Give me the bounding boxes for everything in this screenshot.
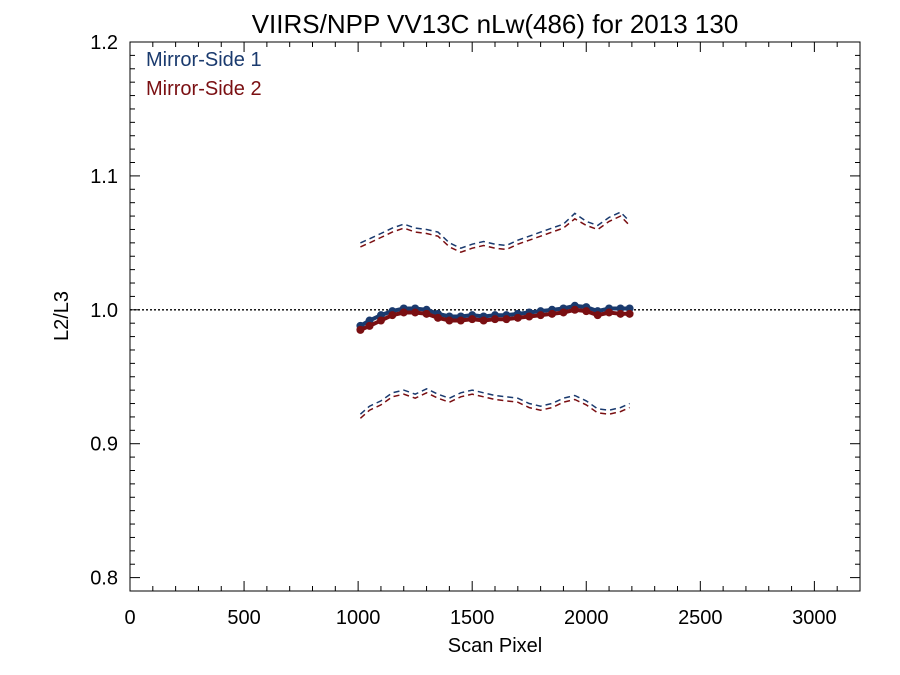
series-ms1-upper-line [360,211,631,250]
series-ms2-point [491,315,499,324]
series-ms2-point [502,315,511,324]
series-ms2-point [548,309,557,318]
y-tick-label: 1.2 [90,32,118,54]
minor-ticks [130,42,860,591]
legend-entry-ms2: Mirror-Side 2 [146,78,262,100]
series-ms2-point [513,313,522,322]
series-ms2-point [525,312,534,321]
x-tick-label: 0 [124,607,135,629]
series-ms2-point [433,313,442,322]
legend-entry-ms1: Mirror-Side 1 [146,49,262,71]
series-ms2-point [376,316,385,325]
chart-title: VIIRS/NPP VV13C nLw(486) for 2013 130 [252,9,739,39]
series-ms2-point [593,311,602,320]
series-ms2-point [422,309,431,318]
y-tick-label: 1.0 [90,300,118,322]
y-tick-label: 0.9 [90,434,118,456]
series-ms2-point [388,311,397,320]
series-ms2-point [356,325,365,334]
series-ms2-point [468,315,477,324]
series-ms2-point [411,308,420,317]
y-tick-label: 0.8 [90,568,118,590]
x-tick-label: 2500 [678,607,723,629]
series-ms2-point [616,309,625,318]
x-tick-label: 3000 [792,607,837,629]
series-ms2-point [456,316,465,325]
x-axis-label: Scan Pixel [448,635,543,657]
series-ms2-point [625,309,634,318]
series-ms2-point [582,307,591,316]
y-axis-label: L2/L3 [51,291,73,341]
x-tick-label: 1500 [450,607,495,629]
series-ms2-upper-line [360,215,631,254]
x-tick-label: 2000 [564,607,609,629]
series-ms2-point [605,308,614,317]
series-layer [356,211,634,419]
x-tick-label: 1000 [336,607,381,629]
series-ms2-point [445,316,454,325]
series-ms2-point [559,308,568,317]
series-ms2-point [365,321,374,330]
x-tick-label: 500 [227,607,260,629]
y-tick-label: 1.1 [90,166,118,188]
series-ms2-point [479,316,488,325]
series-ms2-lower-line [359,391,630,419]
y-tick-labels: 0.8 0.9 1.0 1.1 1.2 [90,32,118,590]
series-ms2-point [399,308,408,317]
series-ms2-point [536,311,545,320]
x-tick-labels: 0 500 1000 1500 2000 2500 3000 [124,607,836,629]
series-ms2-point [570,305,579,314]
series-ms1-lower-line [359,387,630,415]
